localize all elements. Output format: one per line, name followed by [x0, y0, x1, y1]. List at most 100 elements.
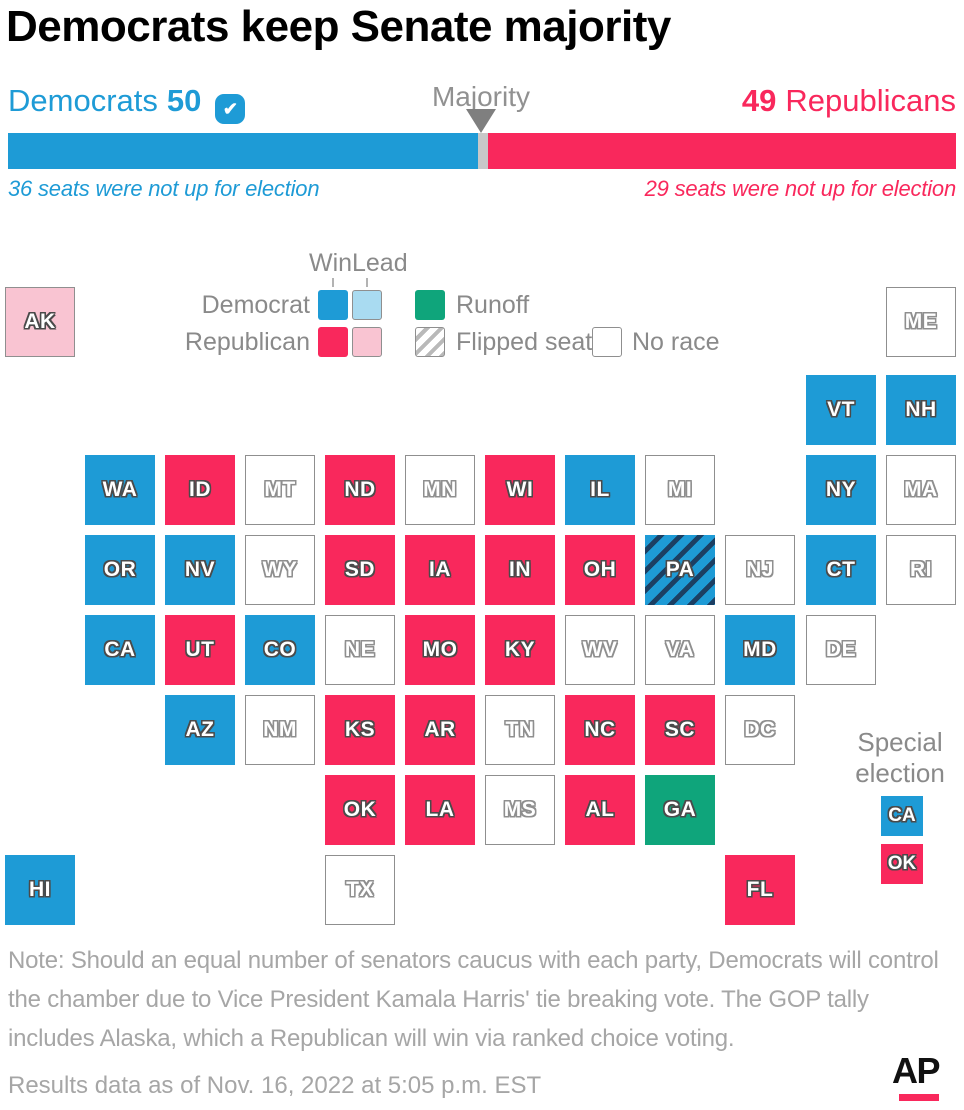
state-label-ak: AK — [24, 310, 56, 333]
dem-seats-not-up-note: 36 seats were not up for election — [8, 176, 320, 201]
state-tile-tx: TX — [325, 855, 395, 925]
majority-gap-marker — [478, 133, 488, 169]
legend-republican-label: Republican — [184, 328, 310, 356]
state-label-mo: MO — [422, 638, 458, 661]
state-label-ia: IA — [429, 558, 451, 581]
state-tile-mi: MI — [645, 455, 715, 525]
state-tile-ri: RI — [886, 535, 956, 605]
democrats-header: Democrats 50 ✔ — [8, 83, 246, 124]
state-label-hi: HI — [29, 878, 51, 901]
republicans-header: 49 Republicans — [742, 83, 956, 119]
state-label-va: VA — [665, 638, 695, 661]
state-tile-tn: TN — [485, 695, 555, 765]
state-tile-dc: DC — [725, 695, 795, 765]
state-label-id: ID — [189, 478, 211, 501]
state-label-ky: KY — [504, 638, 536, 661]
legend-republican-win-swatch — [318, 327, 348, 357]
state-label-ks: KS — [344, 718, 376, 741]
checkmark-badge: ✔ — [215, 94, 246, 124]
state-tile-oh: OH — [565, 535, 635, 605]
legend-win-label: Win — [309, 249, 353, 277]
state-tile-wv: WV — [565, 615, 635, 685]
state-label-wi: WI — [506, 478, 534, 501]
legend-flipped-seat-swatch — [415, 327, 445, 357]
state-label-fl: FL — [746, 878, 774, 901]
state-label-nm: NM — [263, 718, 297, 741]
special-election-label: Special election — [855, 727, 945, 788]
state-label-or: OR — [103, 558, 137, 581]
state-tile-pa: PA — [645, 535, 715, 605]
legend-democrat-win-swatch — [318, 290, 348, 320]
state-label-ok: OK — [343, 798, 377, 821]
special-tile-ok: OK — [881, 844, 923, 884]
state-tile-nd: ND — [325, 455, 395, 525]
ap-logo: AP — [891, 1050, 941, 1101]
ap-logo-text: AP — [891, 1050, 941, 1091]
state-label-ny: NY — [825, 478, 857, 501]
state-tile-ms: MS — [485, 775, 555, 845]
state-tile-co: CO — [245, 615, 315, 685]
state-tile-nh: NH — [886, 375, 956, 445]
state-tile-ma: MA — [886, 455, 956, 525]
state-label-nc: NC — [584, 718, 616, 741]
legend-runoff-label: Runoff — [456, 291, 530, 319]
state-label-me: ME — [904, 310, 938, 333]
state-label-tx: TX — [346, 878, 374, 901]
state-tile-de: DE — [806, 615, 876, 685]
state-label-ma: MA — [904, 478, 938, 501]
state-tile-wa: WA — [85, 455, 155, 525]
state-tile-wy: WY — [245, 535, 315, 605]
state-tile-nv: NV — [165, 535, 235, 605]
page-title: Democrats keep Senate majority — [6, 2, 671, 51]
state-label-tn: TN — [505, 718, 535, 741]
legend-no-race-swatch — [592, 327, 622, 357]
legend-runoff-swatch — [415, 290, 445, 320]
state-tile-me: ME — [886, 287, 956, 357]
state-tile-la: LA — [405, 775, 475, 845]
legend-republican-lead-swatch — [352, 327, 382, 357]
state-tile-fl: FL — [725, 855, 795, 925]
state-label-ar: AR — [424, 718, 456, 741]
state-label-ok-special: OK — [887, 853, 917, 874]
ap-logo-red-bar — [899, 1094, 939, 1101]
state-tile-sc: SC — [645, 695, 715, 765]
state-tile-mt: MT — [245, 455, 315, 525]
state-tile-vt: VT — [806, 375, 876, 445]
legend-lead-tick — [366, 278, 368, 287]
state-label-ri: RI — [910, 558, 932, 581]
state-label-dc: DC — [744, 718, 776, 741]
state-tile-mo: MO — [405, 615, 475, 685]
state-label-sc: SC — [664, 718, 696, 741]
state-tile-mn: MN — [405, 455, 475, 525]
state-tile-nc: NC — [565, 695, 635, 765]
results-timestamp: Results data as of Nov. 16, 2022 at 5:05… — [8, 1072, 542, 1099]
state-tile-va: VA — [645, 615, 715, 685]
state-label-la: LA — [425, 798, 455, 821]
democrats-seat-count: 50 — [166, 83, 202, 118]
state-tile-ks: KS — [325, 695, 395, 765]
state-label-co: CO — [263, 638, 297, 661]
state-label-ct: CT — [826, 558, 856, 581]
state-label-ms: MS — [503, 798, 537, 821]
state-label-md: MD — [743, 638, 777, 661]
state-label-sd: SD — [344, 558, 376, 581]
democrats-label: Democrats — [8, 83, 158, 118]
state-label-vt: VT — [827, 398, 855, 421]
special-tile-ca: CA — [881, 796, 923, 836]
state-label-wv: WV — [582, 638, 618, 661]
majority-label: Majority — [431, 81, 530, 112]
check-icon: ✔ — [222, 99, 238, 119]
state-label-nv: NV — [184, 558, 216, 581]
state-label-de: DE — [825, 638, 857, 661]
state-tile-ct: CT — [806, 535, 876, 605]
state-label-mi: MI — [667, 478, 693, 501]
state-tile-ia: IA — [405, 535, 475, 605]
state-label-az: AZ — [185, 718, 215, 741]
state-tile-wi: WI — [485, 455, 555, 525]
legend-flipped-seat-label: Flipped seat — [456, 328, 593, 356]
state-label-pa: PA — [665, 558, 695, 581]
state-tile-sd: SD — [325, 535, 395, 605]
state-tile-in: IN — [485, 535, 555, 605]
